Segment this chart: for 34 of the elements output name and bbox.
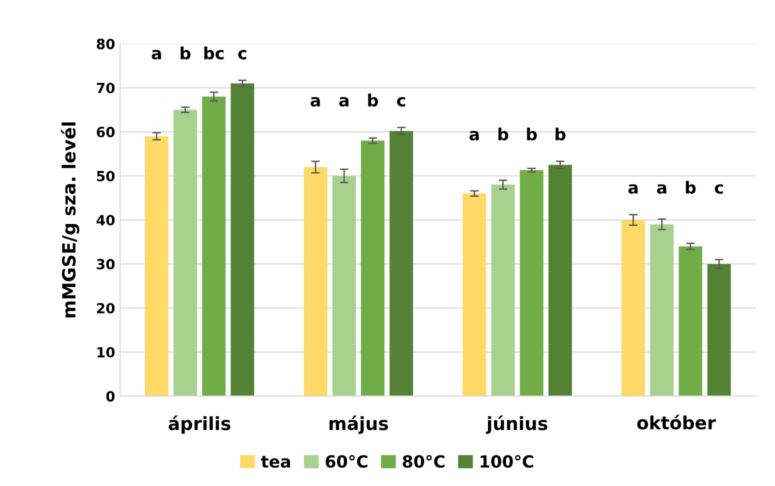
- annotation: c: [397, 97, 406, 107]
- annotation: a: [656, 184, 666, 194]
- y-tick-label: 50: [97, 170, 115, 182]
- y-tick-label: 10: [98, 347, 115, 358]
- annotation: b: [686, 180, 696, 194]
- y-tick-label: 30: [96, 258, 115, 270]
- annotation: a: [152, 50, 161, 60]
- annotation: b: [498, 128, 508, 140]
- y-tick-label: 40: [96, 214, 115, 226]
- annotation: bc: [204, 46, 224, 60]
- annotation: b: [180, 46, 190, 60]
- y-tick-label: 60: [96, 126, 115, 138]
- annotation: c: [714, 184, 723, 194]
- x-tick-label: április: [168, 416, 230, 434]
- x-tick-label: október: [637, 414, 716, 430]
- x-tick-label: május: [330, 416, 388, 434]
- y-tick-label: 0: [106, 391, 115, 402]
- annotation: b: [556, 128, 566, 140]
- legend-label: tea: [261, 456, 290, 468]
- x-tick-label: június: [486, 416, 548, 434]
- legend-label: 80°C: [402, 455, 444, 468]
- legend-label: 60°C: [326, 455, 368, 468]
- annotation: c: [238, 50, 246, 60]
- annotation: a: [339, 97, 348, 107]
- annotation: b: [368, 94, 378, 107]
- annotation: a: [310, 97, 320, 107]
- y-tick-label: 80: [96, 38, 115, 50]
- y-tick-label: 70: [96, 82, 115, 94]
- legend-label: 100°C: [480, 455, 534, 468]
- y-axis-title: mMGSE/g sza. levél: [60, 122, 80, 318]
- annotation: b: [527, 128, 537, 140]
- y-tick-label: 20: [97, 302, 115, 314]
- annotation: a: [628, 184, 638, 194]
- annotation: a: [470, 130, 479, 140]
